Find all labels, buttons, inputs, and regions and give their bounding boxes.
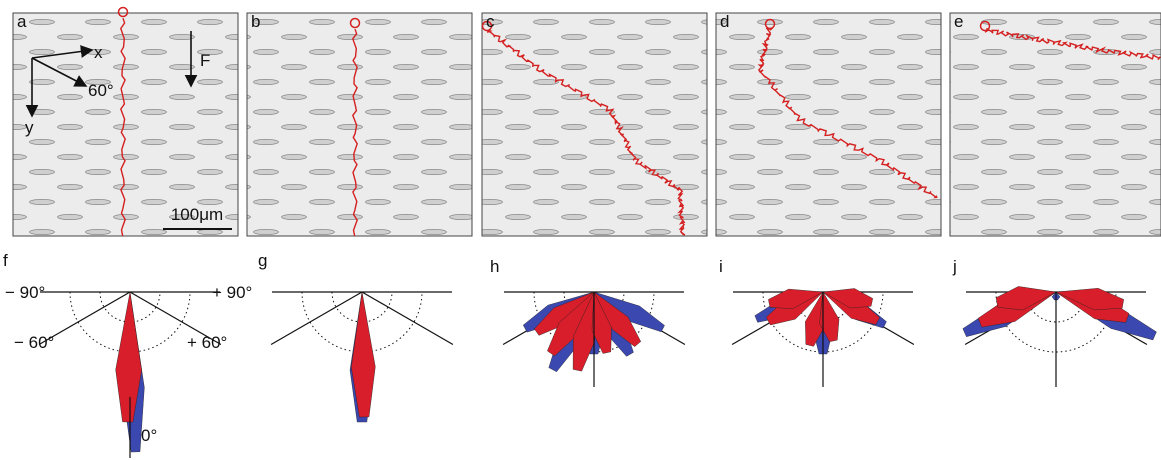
axis-label: y [25,118,34,137]
angle-label: 0° [141,426,157,445]
scale-label: 100μm [171,205,223,224]
micrograph [13,13,238,236]
axis-label: x [94,43,103,62]
micrograph [247,13,472,236]
angle-label: + 60° [187,333,227,352]
angle-label: − 90° [5,283,45,302]
panel-label: g [258,251,267,270]
angle-label: + 90° [212,283,252,302]
figure: a b c d e x 60° y F 100μm f g h i j − 90° + 90° − 60° + 60… [0,0,1161,460]
panel-label: b [251,12,260,31]
panel-label: d [720,12,729,31]
radial-line [362,292,453,345]
micrograph [950,13,1161,236]
panel-label: h [490,257,499,276]
micrograph [716,13,941,236]
panel-label: j [952,257,957,276]
panel-label: i [719,257,723,276]
angle-label: − 60° [14,333,54,352]
panel-label: e [954,12,963,31]
panel-label: f [3,251,8,270]
panel-label: c [486,12,495,31]
panel-label: a [17,12,27,31]
axis-label: 60° [88,81,114,100]
force-label: F [200,51,210,70]
micrograph [482,13,707,236]
